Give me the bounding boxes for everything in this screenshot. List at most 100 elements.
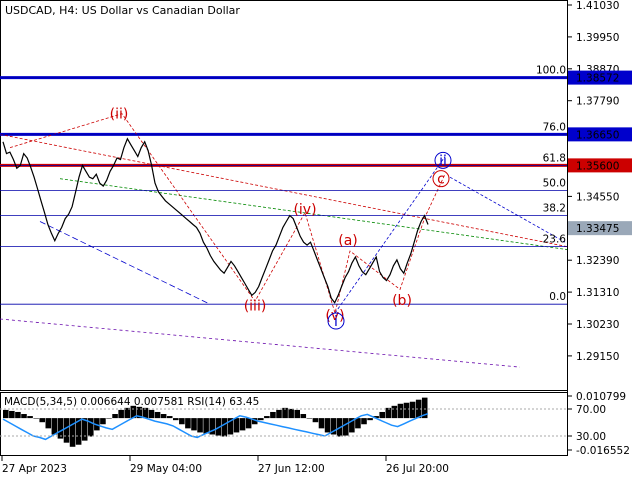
macd-bar: [276, 409, 282, 419]
macd-bar: [63, 418, 70, 443]
blue-forecast-line: [449, 176, 566, 243]
macd-bar: [51, 418, 58, 435]
macd-bar: [136, 406, 143, 419]
wave-label-circle: [327, 312, 345, 330]
macd-bar: [270, 411, 276, 419]
price-label-text: 1.36650: [576, 129, 619, 141]
time-tick-label: 26 Jul 20:00: [386, 463, 449, 475]
fib-level-label: 76.0: [543, 121, 566, 133]
macd-bar: [239, 418, 246, 431]
blue-wave-line: [334, 156, 446, 314]
macd-bar: [233, 418, 240, 433]
macd-bar: [330, 418, 337, 435]
macd-bar: [57, 418, 64, 439]
price-label-text: 1.35600: [576, 160, 619, 172]
indicator-tick-label: 30.00: [576, 431, 606, 443]
fib-level-label: 100.0: [536, 65, 566, 77]
macd-bar: [288, 408, 294, 419]
macd-bar: [106, 418, 112, 419]
price-tick-label: 1.32390: [576, 255, 619, 267]
fib-level-label: 61.8: [543, 152, 566, 164]
macd-bar: [33, 418, 39, 419]
indicator-panel: [0, 397, 567, 447]
time-tick-label: 27 Apr 2023: [2, 463, 67, 475]
wave-label: c: [437, 172, 445, 188]
price-tick-label: 1.39950: [576, 32, 619, 44]
macd-bar: [100, 418, 106, 425]
macd-bar: [312, 418, 319, 423]
price-line: [2, 137, 429, 304]
macd-bar: [173, 418, 179, 421]
fibonacci-levels: 100.0 76.0 61.8 50.0 38.2 23.6 0.0: [0, 65, 567, 305]
macd-bar: [391, 405, 398, 419]
fib-level-label: 0.0: [549, 291, 566, 303]
macd-bar: [361, 418, 367, 425]
macd-bar: [403, 402, 410, 419]
rsi-line: [2, 412, 429, 441]
macd-bar: [15, 411, 21, 419]
price-label-text: 1.38572: [576, 73, 619, 85]
blue-channel-line: [39, 221, 211, 305]
macd-bar: [324, 418, 331, 433]
macd-bar: [367, 418, 373, 421]
price-tick-label: 1.41030: [576, 0, 619, 12]
macd-bar: [245, 418, 252, 429]
price-tick-label: 1.37790: [576, 96, 619, 108]
macd-bar: [264, 416, 270, 419]
macd-bar: [227, 418, 234, 435]
time-tick-label: 29 May 04:00: [130, 463, 202, 475]
price-tick-label: 1.30230: [576, 319, 619, 331]
macd-bar: [349, 418, 355, 433]
wave-label-circle: [434, 151, 452, 169]
wave-label: (v): [325, 308, 344, 324]
macd-bar: [112, 414, 118, 419]
macd-bar: [215, 418, 222, 436]
wave-label: ii: [439, 153, 447, 169]
macd-bar: [154, 411, 161, 419]
price-label-box: [568, 158, 632, 173]
macd-bar: [221, 418, 228, 437]
macd-bar: [39, 418, 45, 423]
indicator-label: MACD(5,34,5) 0.006644 0.007581 RSI(14) 6…: [4, 396, 259, 408]
macd-bar: [355, 418, 361, 429]
price-series: [2, 137, 429, 304]
fib-level-label: 38.2: [543, 203, 566, 215]
macd-bar: [203, 418, 209, 434]
macd-bar: [88, 418, 94, 437]
macd-bar: [166, 416, 173, 419]
time-axis: 27 Apr 2023 29 May 04:00 27 Jun 12:00 26 Ju…: [1, 456, 449, 475]
wave-label: (iii): [244, 299, 267, 315]
macd-bar: [409, 401, 416, 419]
indicator-tick-label: -0.016552: [576, 445, 630, 457]
macd-bar: [251, 418, 258, 425]
macd-bar: [21, 414, 27, 419]
wave-label: (ii): [110, 107, 129, 123]
macd-bar: [130, 405, 137, 419]
macd-bar: [45, 418, 52, 429]
macd-bar: [306, 418, 313, 419]
macd-bar: [160, 414, 167, 419]
price-axis: 1.410301.399501.388701.377901.367101.356…: [567, 0, 619, 363]
wave-label: i: [334, 314, 338, 330]
macd-bar: [373, 416, 379, 419]
wave-label: (iv): [293, 202, 316, 218]
macd-bar: [27, 416, 33, 419]
macd-bar: [75, 418, 82, 445]
macd-bar: [197, 418, 203, 433]
main-plot-frame: [0, 0, 568, 391]
macd-bar: [415, 399, 422, 419]
price-tick-label: 1.34550: [576, 191, 619, 203]
macd-bar: [81, 418, 88, 441]
macd-bar: [379, 411, 385, 419]
price-label-box: [568, 127, 632, 142]
macd-bar: [385, 407, 392, 419]
macd-bar: [185, 418, 191, 429]
macd-bar: [258, 418, 264, 421]
wave-label: (b): [392, 293, 412, 309]
macd-bar: [282, 407, 288, 419]
red-trend-line: [0, 133, 568, 248]
indicator-tick-label: 0.010799: [576, 391, 626, 403]
fib-level-label: 50.0: [543, 177, 566, 189]
wave-label-circle: [432, 170, 450, 188]
